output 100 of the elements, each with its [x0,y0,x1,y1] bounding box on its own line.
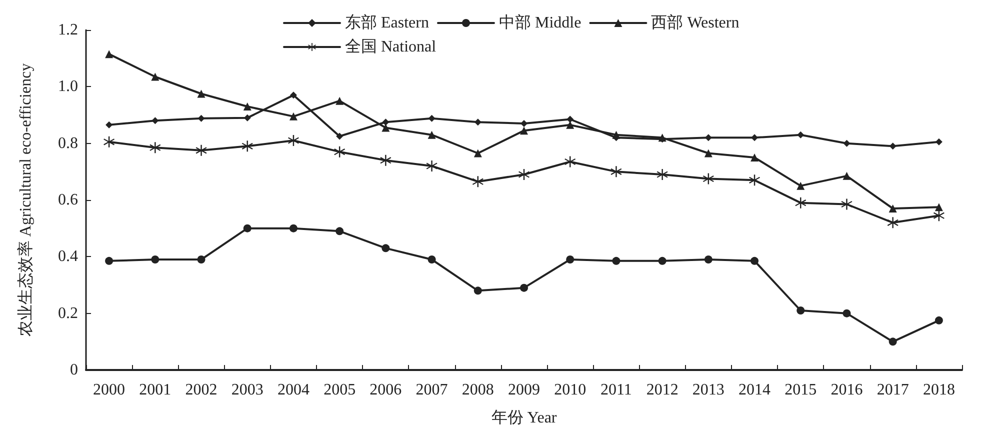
point [152,117,159,124]
point [243,102,252,110]
point [751,134,758,142]
point [196,144,207,156]
x-tick-label: 2018 [922,382,955,398]
point [289,112,298,120]
y-axis-title: 农业生态效率 Agricultural eco-efficiency [16,63,34,337]
point [564,156,576,168]
x-tick-label: 2016 [830,382,863,398]
point [795,197,806,208]
point [934,203,943,212]
point [566,256,574,264]
point [566,116,574,123]
point [428,114,436,122]
legend-label: 西部 Western [651,14,740,32]
point [702,173,714,184]
point [888,204,897,212]
x-tick-label: 2011 [600,382,632,398]
x-tick-label: 2015 [784,382,817,398]
point [197,256,206,264]
point [382,244,390,252]
legend-label: 全国 National [345,38,437,56]
point [796,306,805,314]
point [382,118,390,126]
x-tick-label: 2003 [231,382,264,398]
point [797,131,804,138]
x-tick-label: 2014 [738,382,771,398]
point [289,224,298,232]
point [197,90,206,98]
point [934,316,943,324]
x-tick-label: 2007 [416,382,448,398]
point [520,284,528,292]
point [474,118,482,126]
point [658,256,666,265]
point [520,120,528,127]
x-tick-label: 2000 [93,382,126,398]
point [704,256,712,264]
point [842,172,851,180]
y-tick-label: 0 [70,362,78,378]
x-tick-label: 2004 [277,382,310,398]
point [336,227,344,236]
point [151,256,160,264]
point [472,176,484,188]
point [151,72,160,81]
y-tick-label: 0.8 [58,134,78,152]
point [750,154,759,162]
x-tick-label: 2010 [554,382,586,398]
x-tick-label: 2012 [646,382,678,398]
point [750,256,759,265]
point [336,132,344,140]
point [842,309,851,318]
y-tick-label: 1.0 [58,78,78,96]
point [334,146,346,158]
point [104,136,115,148]
point [935,138,942,146]
point [656,169,668,180]
point [243,224,252,232]
point [426,160,438,172]
x-tick-label: 2005 [324,382,356,398]
legend-label: 东部 Eastern [345,14,429,32]
x-tick-label: 2008 [462,382,494,398]
x-tick-label: 2002 [185,382,218,398]
point [105,256,114,265]
point [106,121,113,128]
point [242,140,253,152]
point [889,142,896,150]
point [888,338,897,346]
x-tick-label: 2017 [876,382,909,398]
point [841,198,852,210]
point [704,149,712,158]
point [288,135,299,146]
point [520,126,528,135]
point [198,114,205,122]
point [474,286,482,295]
point [612,256,620,265]
x-axis-title: 年份 Year [491,410,558,426]
point [610,166,622,178]
point [933,210,944,222]
x-tick-label: 2006 [370,382,402,398]
y-tick-label: 0.2 [58,304,78,322]
x-tick-label: 2001 [139,382,172,398]
point [428,256,436,264]
point [887,217,898,228]
point [843,140,850,147]
point [704,134,712,142]
point [518,169,530,180]
point [474,149,482,158]
point [796,182,805,190]
legend-label: 中部 Middle [498,14,582,32]
y-tick-label: 0.4 [58,248,78,266]
y-tick-label: 0.6 [58,192,78,208]
y-tick-label: 1.2 [58,22,78,38]
point [380,154,392,166]
point [244,114,251,122]
point [428,130,436,139]
point [150,142,161,154]
point [290,92,297,99]
x-tick-label: 2013 [692,382,724,398]
point [336,96,344,105]
point [749,174,760,186]
